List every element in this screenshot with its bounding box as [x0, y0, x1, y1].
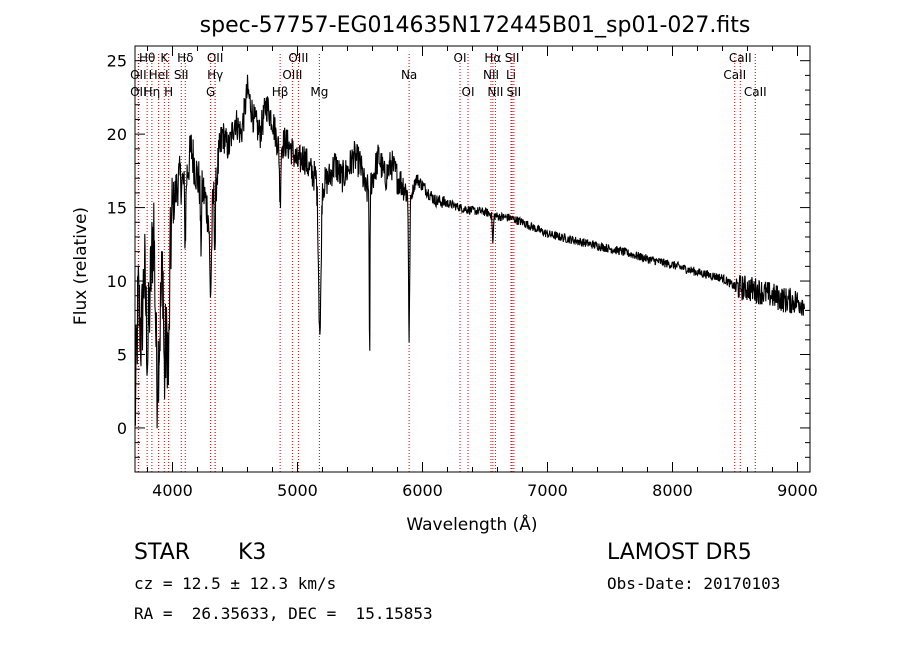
line-marker-label: CaII [723, 68, 746, 82]
line-marker-label: NII [483, 68, 499, 82]
line-marker-label: CaII [744, 85, 767, 99]
coordinates: RA = 26.35633, DEC = 15.15853 [134, 604, 433, 623]
plot-frame [134, 45, 811, 473]
spectrum-plot [134, 74, 806, 429]
line-marker-label: OIII [288, 51, 308, 65]
line-marker-label: Hθ [139, 51, 155, 65]
line-marker-label: Mg [310, 85, 328, 99]
line-marker-label: G [206, 85, 215, 99]
cz-value: cz = 12.5 ± 12.3 km/s [134, 574, 337, 593]
x-tick-label: 4000 [152, 481, 193, 500]
line-marker-label: Li [506, 68, 516, 82]
object-class: STAR [134, 540, 191, 565]
line-marker-label: H [164, 85, 173, 99]
y-tick-label: 25 [107, 52, 127, 71]
line-marker-label: OIII [282, 68, 302, 82]
obs-date: Obs-Date: 20170103 [607, 574, 781, 593]
y-axis-label: Flux (relative) [71, 207, 91, 325]
y-tick-label: 20 [107, 125, 127, 144]
y-tick-label: 0 [117, 419, 127, 438]
line-marker-label: Hα [484, 51, 501, 65]
line-marker-label: HeI [149, 68, 169, 82]
chart-title: spec-57757-EG014635N172445B01_sp01-027.f… [200, 13, 751, 38]
line-marker-label: SII [505, 51, 520, 65]
line-marker-label: SII [174, 68, 189, 82]
y-tick-label: 15 [107, 199, 127, 218]
line-marker-label: Hβ [272, 85, 289, 99]
line-marker-label: OI [454, 51, 467, 65]
line-marker-label: SII [507, 85, 522, 99]
y-tick-label: 5 [117, 345, 127, 364]
x-tick-label: 5000 [277, 481, 318, 500]
line-marker-label: CaII [729, 51, 752, 65]
line-marker-label: Hγ [207, 68, 223, 82]
line-marker-label: Hη [144, 85, 161, 99]
x-tick-label: 6000 [402, 481, 443, 500]
line-marker-label: Hδ [177, 51, 193, 65]
survey-name: LAMOST DR5 [607, 540, 752, 565]
line-marker-label: K [160, 51, 169, 65]
line-marker-label: OII [130, 85, 147, 99]
line-marker-label: NII [487, 85, 503, 99]
object-subclass: K3 [238, 540, 267, 565]
x-axis-label: Wavelength (Å) [406, 513, 537, 535]
axes: 4000 5000 6000 7000 8000 9000 0 5 10 15 20 25 [107, 45, 818, 500]
x-tick-label: 8000 [652, 481, 693, 500]
y-tick-label: 10 [107, 272, 127, 291]
x-tick-label: 9000 [777, 481, 818, 500]
line-marker-label: OI [462, 85, 475, 99]
spectrum-line [134, 74, 806, 429]
line-marker-label: Na [401, 68, 417, 82]
x-tick-label: 7000 [527, 481, 568, 500]
